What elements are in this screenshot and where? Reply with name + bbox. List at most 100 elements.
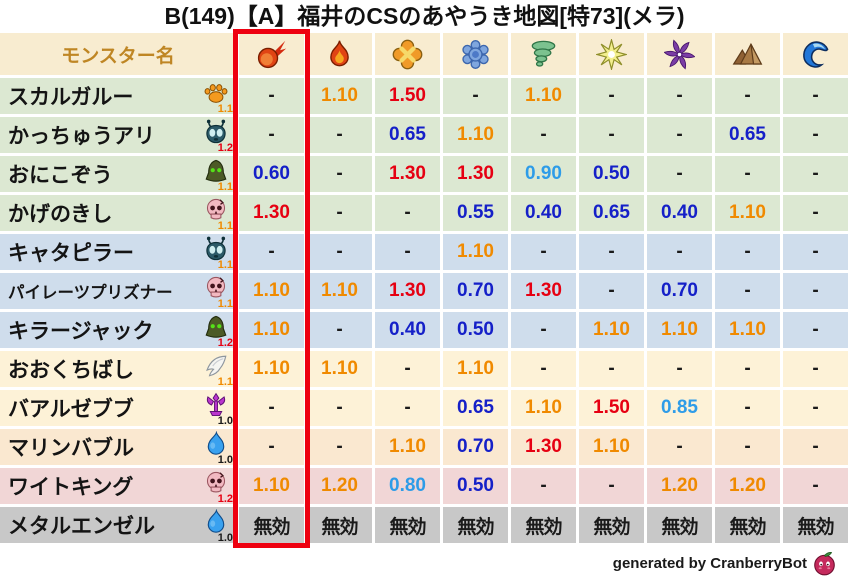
monster-rank-multiplier: 1.0 [217,415,233,427]
element-header-snowflake-icon [443,33,508,75]
wing-icon [203,353,229,379]
resistance-cell: - [579,234,644,270]
resistance-cell: - [647,429,712,465]
resistance-cell: - [783,195,848,231]
monster-name-cell: キャタピラー 1.1 [0,234,236,271]
resistance-cell: - [307,195,372,231]
element-header-explosion-icon [375,33,440,75]
resistance-cell: 無効 [307,507,372,543]
resistance-cell: - [239,390,304,426]
resistance-cell: 無効 [443,507,508,543]
resistance-cell: 1.10 [307,78,372,114]
resistance-cell: 0.85 [647,390,712,426]
resistance-cell: 無効 [239,507,304,543]
resistance-cell: - [783,312,848,348]
resistance-cell: - [715,78,780,114]
resistance-cell: 1.10 [307,351,372,387]
resistance-cell: - [783,117,848,153]
cranberry-bot-icon [812,551,837,576]
resistance-cell: - [783,468,848,504]
monster-rank-multiplier: 1.1 [217,181,233,193]
monster-name-cell: おおくちばし 1.1 [0,351,236,388]
resistance-cell: 1.10 [375,429,440,465]
resistance-cell: 0.50 [443,312,508,348]
resistance-cell: 1.10 [239,468,304,504]
resistance-cell: - [647,351,712,387]
credit-text: generated by CranberryBot [612,555,807,572]
page-title: B(149)【A】福井のCSのあやうき地図[特73](メラ) [164,3,685,29]
resistance-cell: - [783,273,848,309]
resistance-cell: 1.10 [307,273,372,309]
resistance-cell: 1.10 [511,78,576,114]
monster-name: キラージャック [8,320,154,343]
resistance-cell: 1.10 [443,351,508,387]
slime-icon [203,430,229,457]
resistance-cell: 無効 [511,507,576,543]
resistance-cell: - [579,351,644,387]
monster-name-cell: キラージャック 1.2 [0,312,236,349]
element-header-pinwheel-icon [647,33,712,75]
resistance-cell: 1.50 [375,78,440,114]
monster-name-cell: おにこぞう 1.1 [0,156,236,193]
trident-icon [203,392,229,418]
paw-icon [203,80,229,106]
resistance-cell: 1.10 [239,273,304,309]
hood-icon [203,158,229,184]
monster-name: パイレーツプリズナー [8,284,173,302]
resistance-cell: 無効 [647,507,712,543]
monster-name: マリンバブル [8,437,134,460]
resistance-cell: 無効 [375,507,440,543]
resistance-cell: 1.10 [715,312,780,348]
hood-icon [203,314,229,340]
resistance-cell: - [715,390,780,426]
resistance-cell: 0.90 [511,156,576,192]
resistance-cell: 1.30 [511,273,576,309]
resistance-cell: - [647,156,712,192]
monster-rank-multiplier: 1.1 [217,259,233,271]
resistance-cell: - [647,117,712,153]
resistance-cell: 0.70 [443,273,508,309]
resistance-cell: - [715,351,780,387]
resistance-cell: 0.50 [579,156,644,192]
resistance-cell: - [307,117,372,153]
monster-name-cell: バアルゼブブ 1.0 [0,390,236,427]
monster-name-cell: パイレーツプリズナー 1.1 [0,273,236,310]
resistance-cell: 0.55 [443,195,508,231]
resistance-cell: 1.30 [375,156,440,192]
resistance-cell: - [783,390,848,426]
ant-icon [203,119,229,145]
resistance-cell: 1.10 [239,312,304,348]
monster-name: おおくちばし [8,359,134,382]
skull-icon [203,275,229,301]
resistance-cell: - [715,234,780,270]
monster-rank-multiplier: 1.1 [217,103,233,115]
resistance-cell: 1.10 [239,351,304,387]
resistance-cell: - [783,156,848,192]
resistance-cell: 0.65 [579,195,644,231]
resistance-cell: 1.10 [443,234,508,270]
monster-rank-multiplier: 1.1 [217,376,233,388]
resistance-cell: - [579,468,644,504]
resistance-cell: - [647,234,712,270]
resistance-cell: 0.70 [443,429,508,465]
resistance-table: モンスター名 スカルガルー 1.1-1.10 1.50-1.10- - - - かっちゅうア… [0,33,848,544]
resistance-cell: 0.60 [239,156,304,192]
resistance-cell: - [783,234,848,270]
resistance-cell: 1.20 [647,468,712,504]
skull-icon [203,470,229,496]
monster-name-header: モンスター名 [0,33,236,75]
ant-icon [203,236,229,262]
resistance-cell: - [375,234,440,270]
resistance-cell: 1.20 [715,468,780,504]
monster-name: メタルエンゼル [8,515,155,538]
resistance-cell: - [579,117,644,153]
monster-name-cell: かげのきし 1.1 [0,195,236,232]
resistance-cell: - [715,273,780,309]
resistance-cell: - [375,195,440,231]
monster-rank-multiplier: 1.0 [217,454,233,466]
resistance-cell: - [239,429,304,465]
resistance-cell: - [579,78,644,114]
monster-name: スカルガルー [8,86,134,109]
resistance-cell: - [443,78,508,114]
resistance-cell: - [239,78,304,114]
